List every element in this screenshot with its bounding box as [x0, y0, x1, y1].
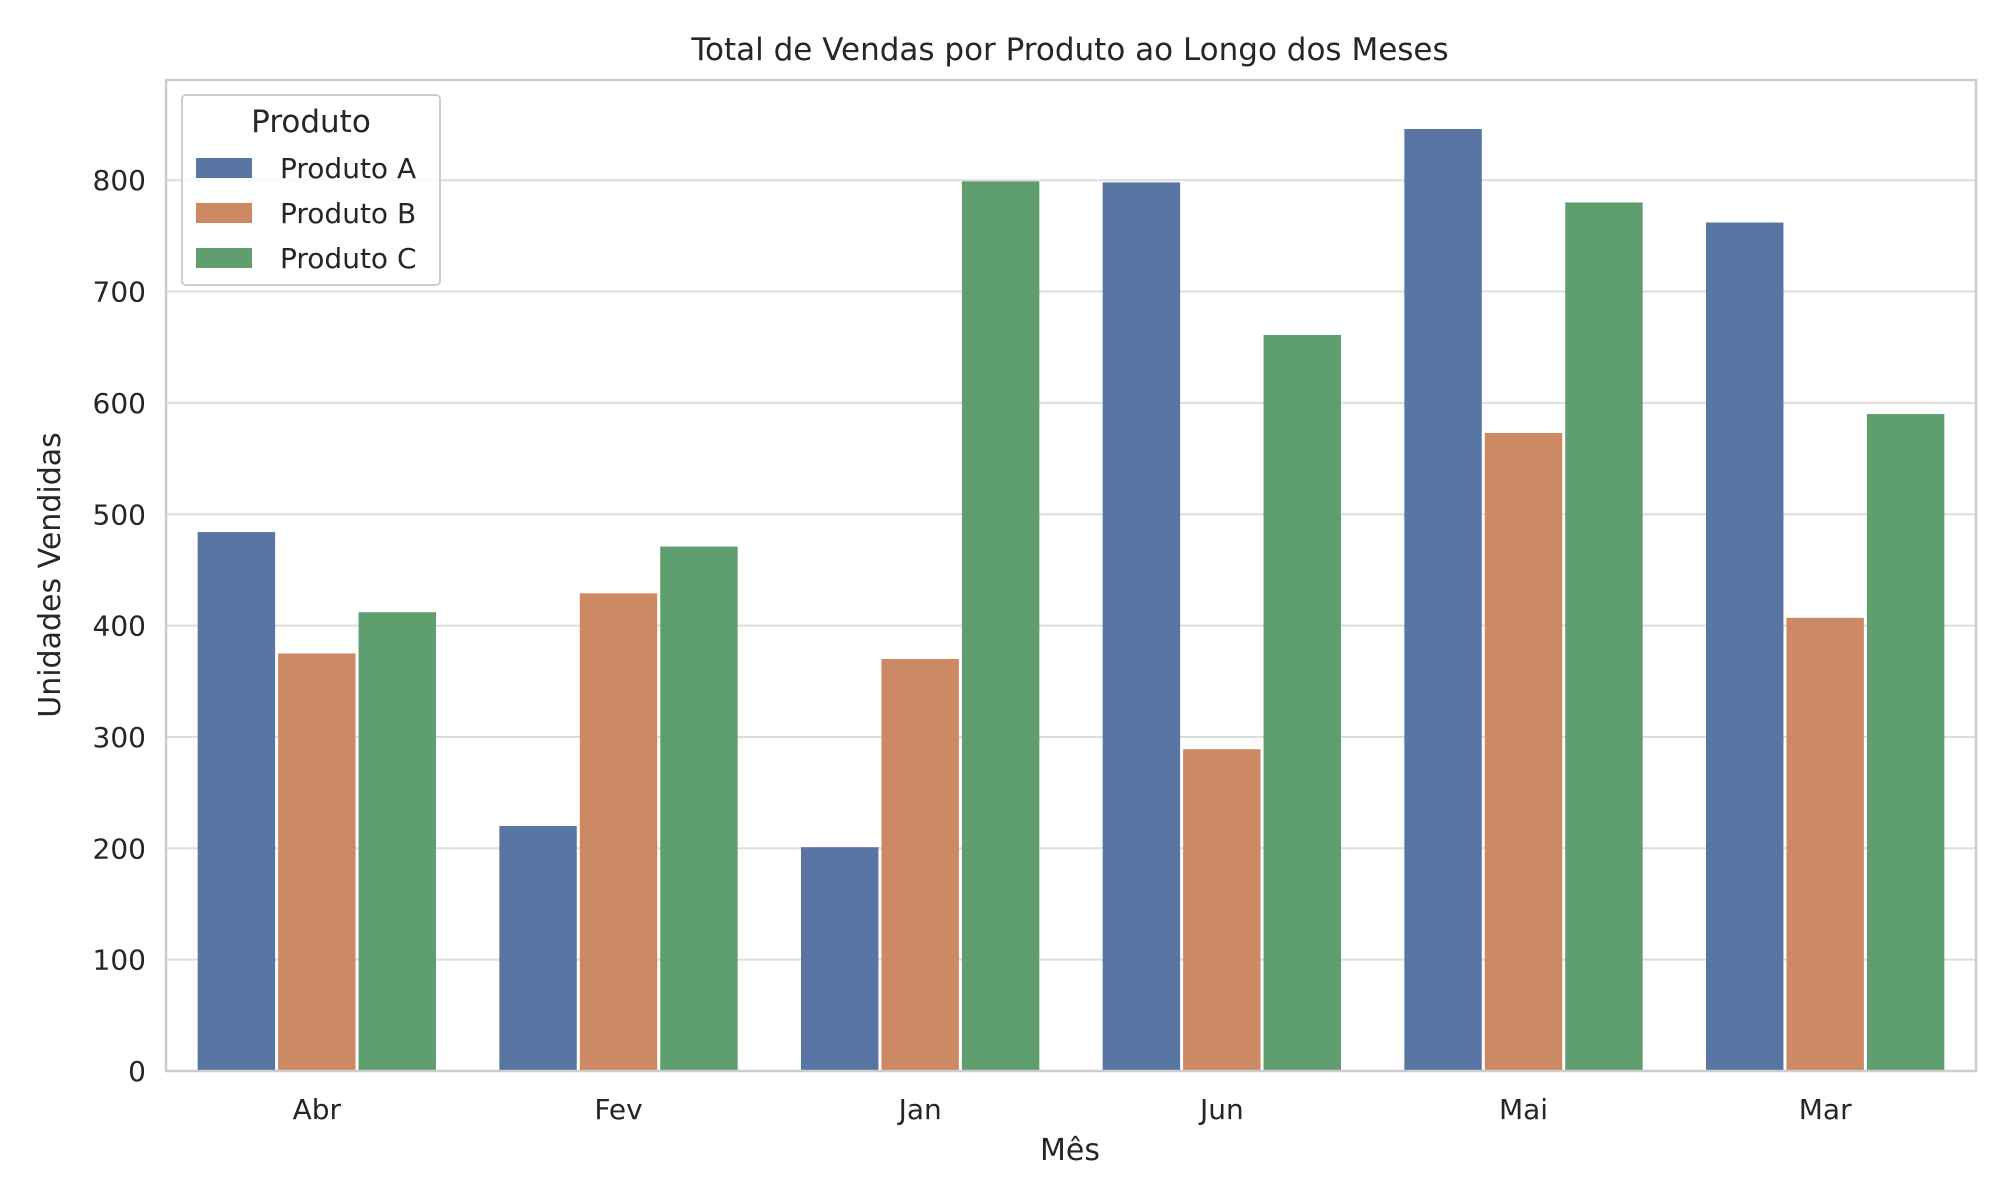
bar-produto-c-abr [358, 612, 436, 1071]
x-tick-label: Mar [1799, 1093, 1852, 1126]
x-tick-label: Jun [1198, 1093, 1244, 1126]
y-axis-title: Unidades Vendidas [33, 432, 68, 718]
legend-swatch [196, 158, 252, 178]
chart-title: Total de Vendas por Produto ao Longo dos… [690, 32, 1448, 68]
y-tick-label: 700 [93, 276, 146, 309]
bar-produto-c-jan [961, 181, 1040, 1071]
legend-box [181, 94, 441, 286]
bar-produto-a-mai [1404, 128, 1482, 1071]
bar-produto-a-fev [499, 826, 577, 1071]
y-tick-label: 800 [93, 164, 146, 197]
bar-produto-b-jun [1183, 749, 1261, 1071]
plot-frame [164, 78, 1978, 1073]
y-tick-label: 500 [93, 498, 146, 531]
legend-swatch [196, 203, 252, 223]
bar-produto-c-jun [1263, 334, 1341, 1071]
bar-produto-b-fev [579, 593, 658, 1071]
x-tick-label: Mai [1499, 1093, 1548, 1126]
y-tick-label: 600 [93, 387, 146, 420]
legend-title: Produto [251, 104, 371, 140]
x-axis-title: Mês [1040, 1133, 1100, 1168]
bar-produto-b-abr [278, 653, 356, 1071]
legend: Produto Produto A Produto B Produto C [181, 94, 441, 286]
y-tick-label: 200 [93, 832, 146, 865]
y-tick-label: 400 [93, 610, 146, 643]
legend-label: Produto B [280, 197, 416, 230]
bar-produto-a-mar [1706, 222, 1784, 1071]
bar-produto-b-mar [1786, 617, 1864, 1071]
y-tick-label: 300 [93, 721, 146, 754]
legend-label: Produto A [280, 152, 416, 185]
bar-produto-c-mar [1866, 414, 1945, 1072]
bar-produto-b-mai [1484, 432, 1563, 1072]
bar-produto-a-jan [801, 847, 879, 1071]
x-tick-labels: Abr Fev Jan Jun Mai Mar [293, 1093, 1852, 1126]
bar-produto-c-fev [660, 546, 738, 1071]
legend-items: Produto A Produto B Produto C [196, 152, 417, 275]
y-tick-label: 100 [93, 944, 146, 977]
x-tick-label: Fev [594, 1093, 642, 1126]
bar-produto-c-mai [1565, 202, 1643, 1071]
x-tick-label: Jan [897, 1093, 942, 1126]
y-tick-label: 0 [128, 1055, 146, 1088]
bar-produto-b-jan [881, 659, 959, 1071]
bar-produto-a-jun [1102, 182, 1181, 1072]
y-tick-labels: 0 100 200 300 400 500 600 700 800 [93, 164, 146, 1088]
bars [197, 128, 1945, 1072]
legend-label: Produto C [280, 242, 417, 275]
bar-produto-a-abr [197, 532, 276, 1071]
legend-swatch [196, 248, 252, 268]
x-tick-label: Abr [293, 1093, 342, 1126]
